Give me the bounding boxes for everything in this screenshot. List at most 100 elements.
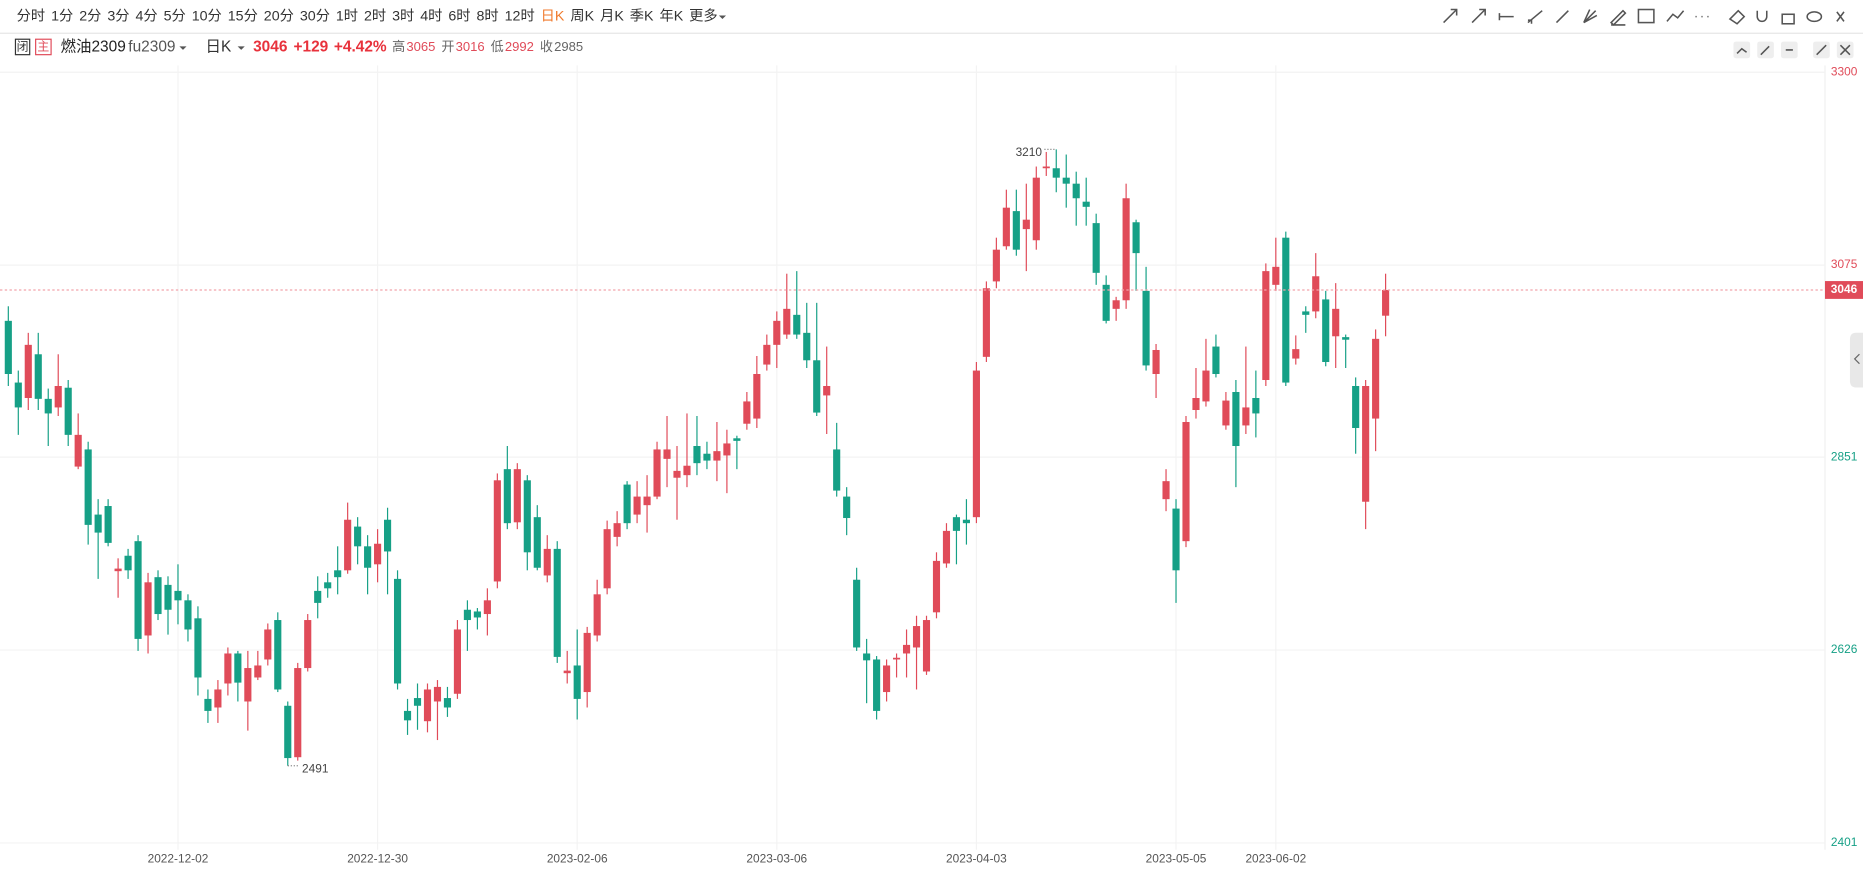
period-tab[interactable]: 周K bbox=[570, 8, 594, 24]
x-tick-label: 2023-05-05 bbox=[1146, 851, 1207, 865]
candle-body bbox=[902, 644, 911, 654]
stat-value: 3065 bbox=[406, 39, 435, 54]
candle-body bbox=[214, 689, 222, 708]
y-tick-label: 3300 bbox=[1831, 64, 1858, 78]
candle-body bbox=[433, 686, 442, 702]
period-tab[interactable]: 1时 bbox=[336, 7, 358, 24]
period-tab[interactable]: 15分 bbox=[228, 7, 258, 24]
candle-body bbox=[274, 620, 282, 690]
last-price: 3046 bbox=[253, 39, 288, 56]
candle-body bbox=[84, 449, 92, 525]
stat-value: 2985 bbox=[554, 39, 583, 54]
period-tab[interactable]: 2分 bbox=[79, 7, 101, 24]
candle-body bbox=[1132, 222, 1140, 254]
candle-body bbox=[553, 548, 561, 657]
candle-body bbox=[563, 670, 571, 674]
candle-body bbox=[503, 469, 511, 524]
candle-body bbox=[942, 530, 951, 564]
period-tab[interactable]: 3时 bbox=[392, 7, 414, 24]
period-tab[interactable]: 月K bbox=[600, 8, 624, 24]
candle-body bbox=[154, 577, 162, 615]
candle-body bbox=[493, 480, 501, 582]
candle-body bbox=[174, 590, 182, 601]
candle-body bbox=[384, 519, 392, 552]
candle-body bbox=[1172, 508, 1180, 571]
period-tab[interactable]: 20分 bbox=[264, 7, 294, 24]
period-tab[interactable]: 10分 bbox=[192, 7, 222, 24]
period-tab[interactable]: 季K bbox=[630, 7, 654, 24]
candle-body bbox=[922, 620, 931, 672]
candle-body bbox=[164, 584, 172, 610]
period-tab[interactable]: 3分 bbox=[107, 7, 129, 24]
period-tab[interactable]: 30分 bbox=[300, 7, 330, 24]
header-badges[interactable] bbox=[14, 38, 52, 56]
candle-body bbox=[1242, 407, 1250, 426]
candle-body bbox=[683, 465, 691, 476]
candle-body bbox=[334, 570, 342, 578]
candle-body bbox=[423, 689, 432, 722]
candle-body bbox=[144, 582, 152, 636]
candle-body bbox=[393, 578, 402, 684]
candle-body bbox=[1282, 237, 1290, 383]
period-tab[interactable]: 分时 bbox=[17, 7, 46, 24]
candle-body bbox=[693, 446, 701, 464]
candle-body bbox=[94, 514, 102, 533]
candle-body bbox=[733, 438, 741, 441]
candle-body bbox=[843, 496, 851, 519]
candle-body bbox=[1032, 177, 1040, 241]
candle-body bbox=[873, 659, 881, 711]
candle-body bbox=[134, 541, 142, 639]
panel-buttons[interactable] bbox=[1733, 41, 1854, 59]
period-tab[interactable]: 8时 bbox=[477, 7, 499, 24]
instrument-code[interactable]: fu2309 bbox=[128, 39, 175, 56]
candle-body bbox=[883, 665, 891, 693]
x-tick-label: 2023-06-02 bbox=[1245, 851, 1306, 865]
period-tab[interactable]: 12时 bbox=[505, 7, 535, 24]
period-tab[interactable]: 年K bbox=[659, 7, 683, 24]
candle-body bbox=[932, 560, 941, 613]
candle-body bbox=[374, 543, 382, 565]
candle-body bbox=[1062, 177, 1070, 184]
more-menu[interactable]: 更多 bbox=[689, 7, 718, 24]
candle-body bbox=[244, 668, 252, 702]
period-tab[interactable]: 1分 bbox=[51, 7, 73, 24]
period-select[interactable]: 日K bbox=[206, 39, 232, 56]
badge[interactable]: 闭 bbox=[17, 40, 29, 54]
candle-body bbox=[1372, 338, 1380, 419]
candle-body bbox=[114, 568, 122, 572]
candle-body bbox=[713, 451, 721, 461]
instrument-name[interactable]: 燃油2309 bbox=[61, 38, 126, 56]
period-tab[interactable]: 日K bbox=[541, 8, 565, 24]
candle-body bbox=[1302, 311, 1310, 315]
candle-body bbox=[1122, 198, 1130, 301]
period-tab[interactable]: 2时 bbox=[364, 7, 386, 24]
stat-label: 开 bbox=[441, 39, 454, 54]
candle-body bbox=[1192, 397, 1200, 411]
period-tab[interactable]: 4分 bbox=[135, 7, 157, 24]
period-tab[interactable]: 5分 bbox=[164, 7, 186, 24]
candle-body bbox=[753, 373, 761, 419]
badge[interactable]: 主 bbox=[37, 40, 49, 54]
candle-body bbox=[513, 469, 521, 523]
candle-body bbox=[1362, 385, 1370, 502]
last-price-tag bbox=[1824, 281, 1863, 299]
candle-body bbox=[992, 249, 1000, 282]
candle-body bbox=[1162, 481, 1170, 500]
drawing-tools[interactable] bbox=[1443, 8, 1845, 27]
candle-body bbox=[1042, 166, 1050, 169]
x-tick-label: 2023-02-06 bbox=[547, 851, 608, 865]
candle-body bbox=[184, 600, 192, 630]
candle-body bbox=[1202, 370, 1210, 402]
candle-body bbox=[533, 517, 541, 568]
stat-value: 3016 bbox=[456, 39, 485, 54]
candle-body bbox=[4, 320, 12, 374]
stat-value: 2992 bbox=[505, 39, 534, 54]
caret bbox=[179, 46, 187, 50]
period-tab[interactable]: 6时 bbox=[448, 7, 470, 24]
candle-body bbox=[473, 611, 481, 618]
candle-body bbox=[1382, 289, 1390, 316]
candle-body bbox=[483, 600, 491, 615]
period-tab[interactable]: 4时 bbox=[420, 7, 442, 24]
